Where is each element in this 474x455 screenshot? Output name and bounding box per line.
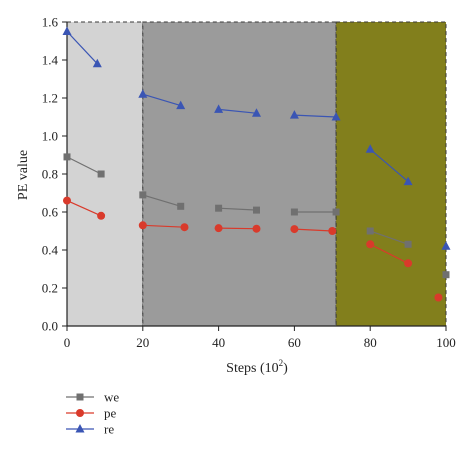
series-pe-point xyxy=(180,223,189,232)
region-1 xyxy=(66,21,144,327)
legend-label-we: we xyxy=(104,390,119,405)
series-re-point xyxy=(289,110,299,119)
series-pe-line xyxy=(369,243,409,264)
series-re-line xyxy=(218,108,257,114)
series-re-point xyxy=(62,26,72,35)
series-re-point xyxy=(403,176,413,186)
series-re-point xyxy=(331,112,341,121)
series-pe-point xyxy=(138,221,147,230)
y-tick-label: 0.0 xyxy=(42,319,58,334)
y-axis-label: PE value xyxy=(16,150,31,200)
series-re-line xyxy=(142,93,181,107)
y-tick-label: 1.4 xyxy=(42,53,59,68)
series-we-point xyxy=(177,202,185,210)
series-re-point xyxy=(214,104,224,113)
series-pe-point xyxy=(366,240,375,249)
series-pe-line xyxy=(66,200,102,217)
y-tick-label: 1.6 xyxy=(42,15,59,30)
axes xyxy=(62,21,447,331)
y-tick-label: 1.2 xyxy=(42,91,58,106)
series-pe-line xyxy=(218,227,257,230)
series-we-line xyxy=(218,207,257,211)
x-axis-label-sup: 2 xyxy=(279,358,284,368)
legend-label-pe: pe xyxy=(104,406,117,421)
series-we-point xyxy=(97,170,105,178)
series-we-line xyxy=(142,194,181,207)
shaded-regions xyxy=(66,21,447,327)
series-pe-point xyxy=(328,227,337,235)
x-axis-label: Steps (102) xyxy=(226,358,288,376)
series-we-line xyxy=(370,230,409,245)
series-pe-line xyxy=(142,224,185,228)
series-we-point xyxy=(332,208,340,216)
series-we-point xyxy=(63,153,71,161)
series-pe-point xyxy=(97,211,106,220)
legend-marker-re xyxy=(75,424,85,433)
x-tick-label: 80 xyxy=(364,335,377,350)
series-we-point xyxy=(215,204,223,212)
y-tick-label: 0.6 xyxy=(42,205,59,220)
series-pe xyxy=(63,196,443,302)
series-re-point xyxy=(138,89,148,98)
series-pe-point xyxy=(63,196,71,205)
series-pe-point xyxy=(434,293,443,302)
series-re-line xyxy=(369,148,409,183)
series-re-point xyxy=(441,241,451,250)
series-we-point xyxy=(290,208,298,216)
x-tick-label: 40 xyxy=(212,335,225,350)
series-we-point xyxy=(404,240,412,248)
legend-label-re: re xyxy=(104,422,114,437)
y-tick-label: 0.4 xyxy=(42,243,59,258)
series-re-point xyxy=(252,108,261,117)
series-we-line xyxy=(66,156,102,175)
tick-labels: 0 20 40 60 80 100 0.0 0.2 0.4 0.6 0.8 1.0 1.2 1.4 1.6 xyxy=(42,15,456,351)
x-tick-label: 60 xyxy=(288,335,301,350)
legend-marker-pe xyxy=(76,409,84,417)
x-tick-label: 20 xyxy=(136,335,149,350)
series-pe-point xyxy=(252,224,261,233)
series-pe-point xyxy=(214,224,223,233)
legend-marker-we xyxy=(76,393,84,401)
series-pe-point xyxy=(290,225,299,234)
y-tick-label: 1.0 xyxy=(42,129,58,144)
series-we-point xyxy=(253,206,260,214)
series-we xyxy=(63,153,450,279)
series-re-point xyxy=(176,100,186,110)
series-we-point xyxy=(366,227,374,235)
series-re-line xyxy=(66,31,98,65)
x-tick-label: 0 xyxy=(64,335,71,350)
series-we-point xyxy=(442,271,450,279)
series-re-point xyxy=(92,58,102,68)
series-pe-line xyxy=(294,228,333,232)
y-tick-label: 0.2 xyxy=(42,281,58,296)
y-tick-label: 0.8 xyxy=(42,167,58,182)
x-tick-label: 100 xyxy=(436,335,456,350)
region-3 xyxy=(335,21,447,327)
series-re-line xyxy=(294,114,337,118)
series-lines xyxy=(62,26,451,302)
series-re xyxy=(62,26,451,250)
series-we-point xyxy=(139,191,147,199)
region-2 xyxy=(142,21,337,327)
x-axis-label-close: ) xyxy=(283,361,288,376)
x-axis-label-main: Steps (10 xyxy=(226,361,279,376)
series-re-point xyxy=(365,144,375,153)
series-pe-point xyxy=(404,259,413,268)
